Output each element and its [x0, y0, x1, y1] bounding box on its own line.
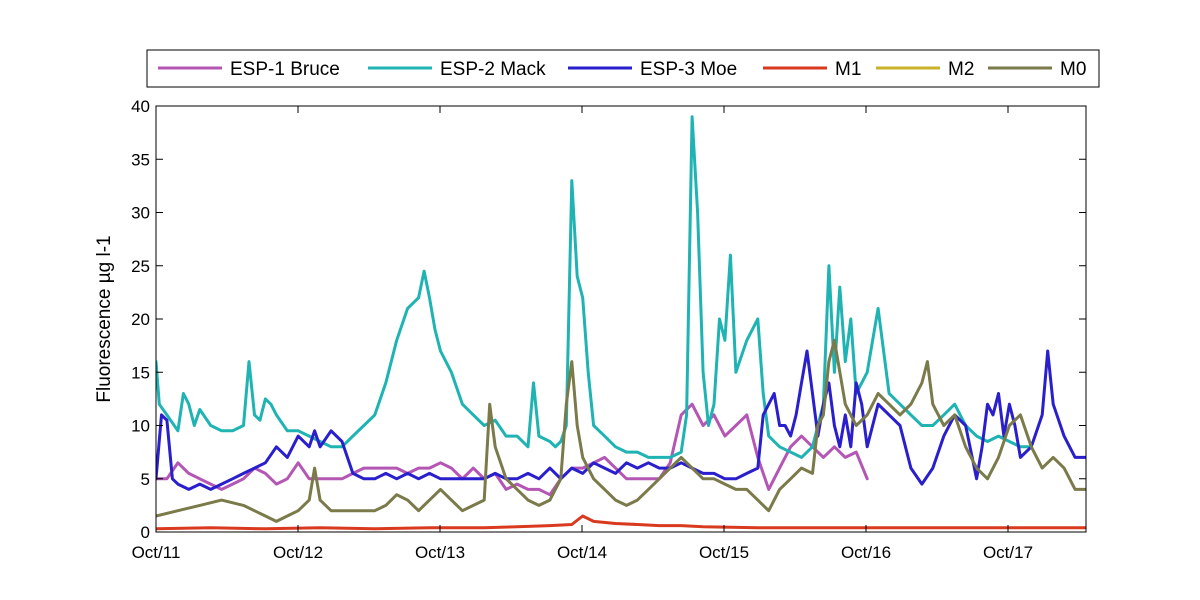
series-line-m1	[156, 514, 1086, 531]
y-tick-label: 30	[131, 204, 150, 223]
legend-label-esp-2-mack: ESP-2 Mack	[440, 59, 546, 80]
legend-label-m0: M0	[1060, 59, 1086, 80]
legend-label-esp-3-moe: ESP-3 Moe	[640, 59, 737, 80]
y-axis-label: Fluorescence µg l-1	[94, 235, 115, 402]
x-tick-label: Oct/16	[841, 543, 891, 562]
y-axis: 0 5 10 15 20 25 30 35 40	[131, 97, 1086, 542]
y-tick-label: 15	[131, 363, 150, 382]
x-tick-label: Oct/15	[699, 543, 749, 562]
legend-label-m1: M1	[835, 59, 861, 80]
y-tick-label: 10	[131, 417, 150, 436]
y-tick-label: 0	[141, 523, 150, 542]
legend: ESP-1 Bruce ESP-2 Mack ESP-3 Moe M1 M2 M0	[146, 49, 1100, 88]
y-tick-label: 5	[141, 470, 150, 489]
legend-label-m2: M2	[948, 59, 974, 80]
x-tick-label: Oct/11	[132, 543, 181, 562]
x-tick-label: Oct/13	[415, 543, 465, 562]
series-line-esp-2-mack	[156, 115, 1033, 459]
y-tick-label: 25	[131, 257, 150, 276]
x-tick-label: Oct/14	[557, 543, 607, 562]
plot-area	[155, 105, 1087, 533]
series-line-esp-1-bruce	[156, 402, 869, 497]
x-axis: Oct/11 Oct/12 Oct/13 Oct/14 Oct/15 Oct/16 Oct/…	[132, 106, 1033, 562]
legend-label-esp-1-bruce: ESP-1 Bruce	[230, 59, 340, 80]
plot-background	[156, 106, 1086, 532]
x-tick-label: Oct/12	[273, 543, 323, 562]
series-line-m0	[156, 338, 1086, 523]
y-tick-label: 20	[131, 310, 150, 329]
x-tick-label: Oct/17	[983, 543, 1033, 562]
y-tick-label: 40	[131, 97, 150, 116]
y-tick-label: 35	[131, 150, 150, 169]
